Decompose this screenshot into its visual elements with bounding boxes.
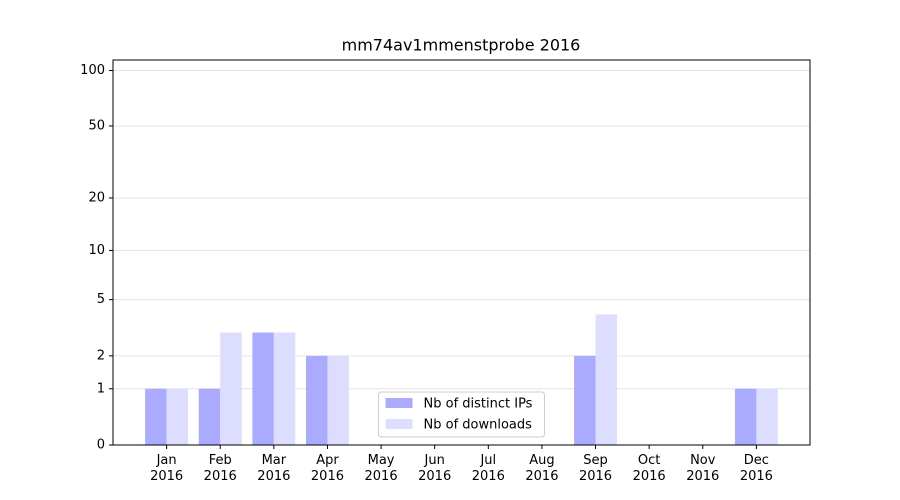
legend: Nb of distinct IPs Nb of downloads (378, 391, 545, 438)
y-tick-label: 20 (88, 190, 105, 205)
y-tick-label: 10 (88, 243, 105, 258)
y-tick-label: 2 (97, 348, 105, 363)
legend-label: Nb of distinct IPs (424, 397, 533, 412)
bar (327, 355, 349, 445)
x-tick-label: Dec 2016 (739, 453, 773, 484)
x-tick-label: Apr 2016 (310, 453, 344, 484)
y-tick-label: 100 (80, 63, 105, 78)
y-tick-label: 1 (97, 381, 105, 396)
bar (574, 355, 596, 445)
bar (756, 388, 778, 445)
y-tick-label: 5 (97, 292, 105, 307)
x-tick-label: Oct 2016 (632, 453, 666, 484)
bar (145, 388, 167, 445)
x-tick-label: Nov 2016 (686, 453, 720, 484)
x-tick-label: May 2016 (364, 453, 398, 484)
x-tick-label: Jul 2016 (471, 453, 505, 484)
x-tick-label: Aug 2016 (525, 453, 559, 484)
bar (306, 355, 328, 445)
x-tick-label: Feb 2016 (203, 453, 237, 484)
legend-swatch (385, 398, 413, 408)
x-tick-label: Jan 2016 (150, 453, 184, 484)
plot-frame (112, 59, 811, 446)
bar (220, 332, 242, 445)
legend-swatch (385, 419, 413, 429)
y-tick-label: 0 (97, 438, 105, 453)
bar (252, 332, 274, 445)
legend-label: Nb of downloads (424, 418, 533, 433)
bar (273, 332, 296, 445)
legend-box (378, 391, 545, 438)
x-tick-label: Sep 2016 (578, 453, 613, 484)
bar (166, 388, 189, 445)
chart-title: mm74av1mmenstprobe 2016 (342, 36, 581, 55)
bar (198, 388, 221, 445)
x-tick-label: Mar 2016 (257, 453, 291, 484)
bar (734, 388, 757, 445)
bar (595, 314, 617, 445)
x-tick-label: Jun 2016 (418, 453, 452, 484)
y-tick-label: 50 (88, 118, 105, 133)
